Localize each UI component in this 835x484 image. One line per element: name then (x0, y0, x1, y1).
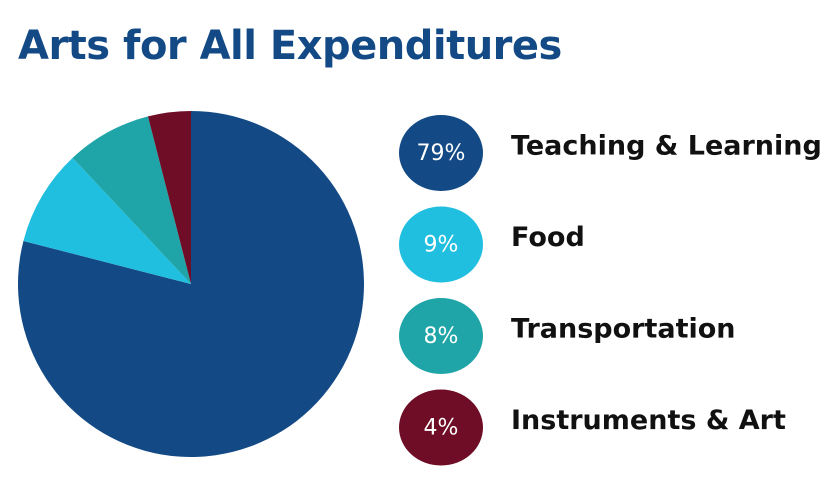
legend-label: Transportation (511, 314, 736, 345)
value-label: 8% (424, 324, 459, 349)
legend-label: Food (511, 222, 585, 253)
pie-slice (72, 116, 191, 284)
legend-label: Teaching & Learning (511, 131, 822, 162)
chart-title: Arts for All Expenditures (18, 23, 562, 69)
legend-badge (399, 389, 483, 466)
legend-badge (399, 115, 483, 191)
legend-label: Instruments & Art (511, 405, 786, 436)
value-label: 79% (417, 141, 466, 166)
pie-slice (147, 111, 191, 284)
legend-badge (399, 298, 483, 374)
value-label: 9% (424, 233, 459, 258)
legend-badge (399, 206, 483, 283)
pie-slice (23, 157, 191, 284)
value-label: 4% (424, 416, 459, 441)
